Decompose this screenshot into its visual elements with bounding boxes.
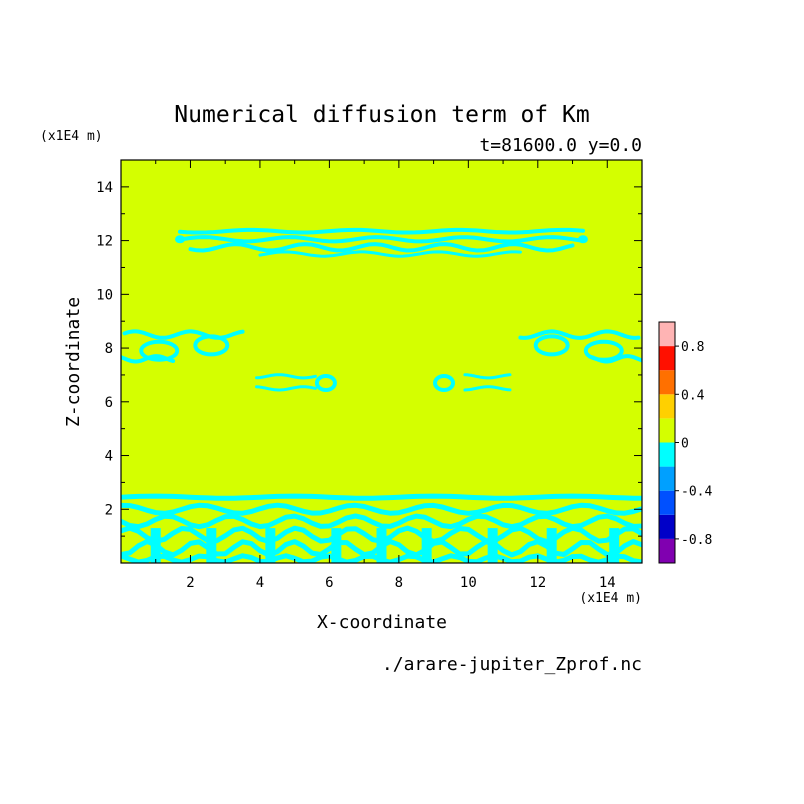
contour-features — [121, 227, 642, 563]
colorbar-swatch — [659, 490, 675, 515]
y-tick-label: 14 — [96, 180, 113, 196]
colorbar-swatch — [659, 418, 675, 443]
colorbar-label: -0.4 — [681, 485, 712, 500]
upper-band-line — [258, 250, 522, 258]
plot-frame — [120, 159, 643, 564]
x-tick-label: 2 — [186, 575, 194, 591]
mid-left-eddy-line — [255, 373, 317, 380]
colorbar: 0.8 0.4 0 -0.4 -0.8 — [658, 321, 712, 564]
right-eddy-line — [587, 354, 642, 364]
colorbar-swatch — [659, 538, 675, 563]
y-tick-label: 6 — [105, 395, 113, 411]
right-eddy-line — [518, 329, 641, 340]
chart-subtitle: t=81600.0 y=0.0 — [479, 135, 642, 156]
left-eddy — [139, 339, 180, 362]
lower-layer-column — [206, 528, 217, 563]
colorbar-swatch — [659, 394, 675, 419]
upper-band-tip — [577, 235, 588, 244]
colorbar-label: 0.8 — [681, 340, 704, 355]
lower-layer-line — [121, 502, 642, 516]
lower-layer-column — [546, 528, 557, 563]
upper-band-line — [178, 227, 585, 235]
lower-layer-column — [331, 528, 342, 563]
x-tick-label: 4 — [256, 575, 264, 591]
right-eddy — [533, 334, 570, 357]
x-tick-label: 10 — [460, 575, 477, 591]
x-tick-label: 12 — [529, 575, 546, 591]
y-axis-label: Z-coordinate — [63, 297, 84, 427]
left-eddy-line — [122, 329, 245, 340]
colorbar-label: -0.8 — [681, 533, 712, 548]
colorbar-swatch — [659, 514, 675, 539]
upper-band-line — [188, 242, 575, 253]
x-tick-label: 14 — [599, 575, 616, 591]
mid-left-eddy-line — [255, 385, 317, 392]
lower-layer-column — [376, 528, 387, 563]
axis-ticks: 2 4 6 8 10 12 14 2 4 6 8 10 12 14 — [96, 160, 642, 591]
lower-layer-line — [121, 493, 642, 501]
colorbar-label: 0 — [681, 437, 689, 452]
lower-layer-column — [609, 528, 620, 563]
y-tick-label: 8 — [105, 341, 113, 357]
lower-layer-column — [265, 528, 276, 563]
colorbar-swatch — [659, 346, 675, 371]
lower-layer-column — [487, 528, 498, 563]
mid-left-eddy — [314, 373, 337, 392]
x-unit-label: (x1E4 m) — [579, 591, 642, 606]
left-eddy-line — [121, 354, 176, 364]
colorbar-swatch — [659, 322, 675, 347]
plot-background — [121, 160, 642, 563]
x-axis-label: X-coordinate — [317, 612, 447, 633]
source-filename: ./arare-jupiter_Zprof.nc — [382, 654, 642, 675]
x-tick-label: 8 — [395, 575, 403, 591]
y-tick-label: 10 — [96, 287, 113, 303]
y-tick-label: 4 — [105, 449, 113, 465]
colorbar-swatch — [659, 442, 675, 467]
mid-right-eddy-line — [463, 373, 512, 380]
y-tick-label: 2 — [105, 502, 113, 518]
lower-layer-column — [421, 528, 432, 563]
mid-right-eddy — [433, 373, 456, 392]
colorbar-label: 0.4 — [681, 388, 705, 403]
upper-band-line — [181, 235, 582, 244]
plot-area: 2 4 6 8 10 12 14 2 4 6 8 10 12 14 — [96, 159, 643, 591]
y-unit-label: (x1E4 m) — [40, 129, 103, 144]
mid-right-eddy-line — [463, 385, 512, 392]
upper-band-tip — [175, 235, 186, 244]
colorbar-swatch — [659, 370, 675, 395]
lower-layer-line — [121, 513, 642, 530]
y-tick-label: 12 — [96, 234, 113, 250]
chart-title: Numerical diffusion term of Km — [174, 102, 589, 128]
lower-layer-column — [150, 528, 161, 563]
x-tick-label: 6 — [325, 575, 333, 591]
colorbar-swatch — [659, 466, 675, 491]
